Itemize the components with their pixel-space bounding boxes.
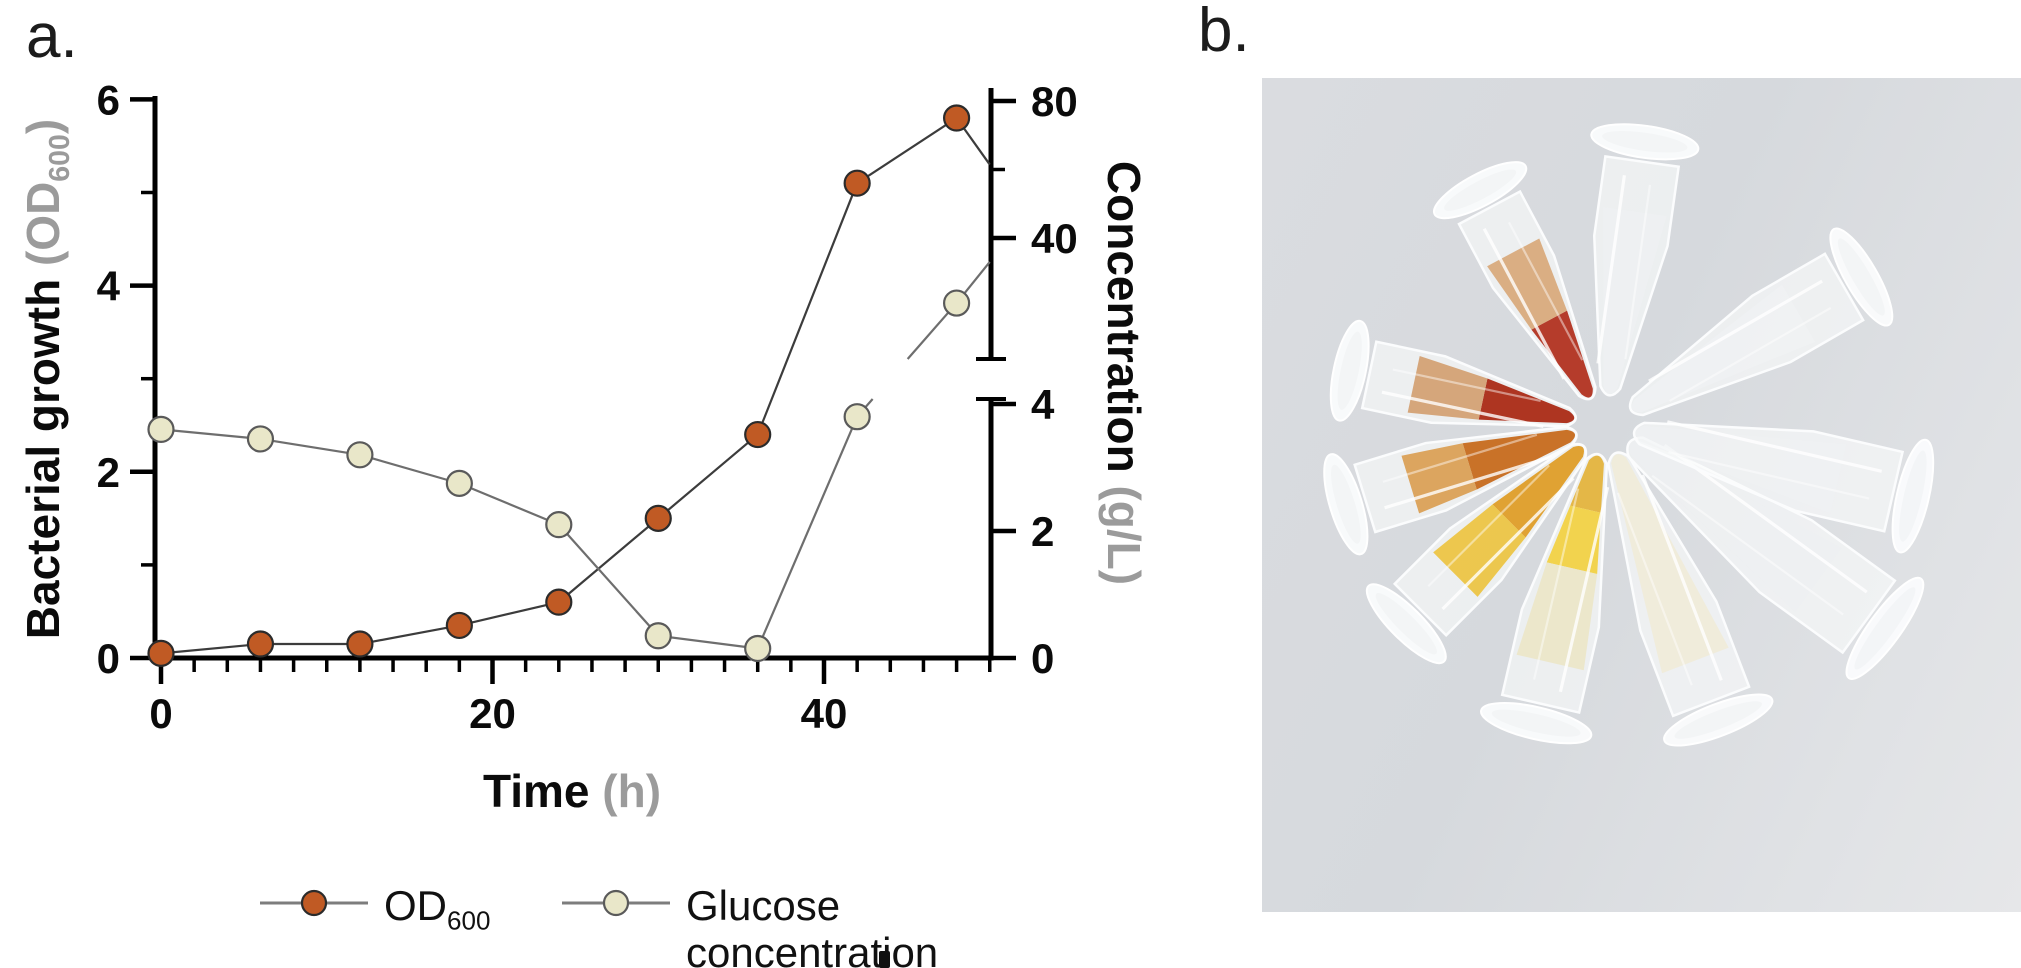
svg-text:0: 0 [1031,635,1054,682]
x-axis-title: Time (h) [372,764,772,817]
tube-red-left [1329,319,1577,429]
tube-yellow-bottom [1480,452,1610,745]
tick-labels: 0 2 4 6 0 20 40 0 2 4 40 80 [97,76,1078,737]
glucose-concentration-markers [147,289,971,663]
panel-b-label: b. [1198,0,1250,65]
tube-amber-bottom-left [1365,442,1588,665]
svg-text:2: 2 [97,449,120,496]
tube-clear-upper-right [1628,227,1894,417]
glucose-concentration-line [160,261,991,650]
svg-text:40: 40 [801,690,848,737]
tubes-illustration [1323,123,1935,747]
tube-clear-right [1632,420,1935,554]
od600-marker-icon [260,889,368,917]
svg-text:4: 4 [1031,381,1055,428]
y-left-title-unit: (OD600) [17,118,77,267]
y-axis-left-title: Bacterial growth (OD600) [16,79,77,679]
y-axis-right-title: Concentration (g/L) [1098,73,1151,673]
od600-line [160,117,991,655]
legend-item-glucose: Glucose concentration [560,882,938,968]
svg-text:0: 0 [97,635,120,682]
legend-item-od600: OD600 [258,882,490,936]
x-title-unit: (h) [602,765,662,817]
svg-text:80: 80 [1031,78,1078,125]
legend-glucose-label: Glucose concentration [686,882,939,968]
y-left-title-text: Bacterial growth [17,278,69,640]
tube-clear-top [1590,123,1700,397]
svg-text:0: 0 [149,690,172,737]
tube-orange-lower-left [1323,425,1578,556]
tubes-photo [1262,78,2021,912]
glucose-marker-icon [562,889,670,917]
tube-orange-red-upper-left [1433,161,1597,401]
svg-text:20: 20 [469,690,516,737]
axes [152,88,994,661]
svg-text:6: 6 [97,76,120,123]
y-right-title-text: Concentration [1098,160,1150,473]
svg-text:2: 2 [1031,508,1054,555]
y-right-title-unit: (g/L) [1098,485,1150,586]
cropped-glyph-artifact [879,951,890,968]
legend-od600-label: OD600 [384,882,491,936]
svg-text:4: 4 [97,263,121,310]
axis-break-caps [976,357,1006,401]
svg-text:40: 40 [1031,215,1078,262]
x-title-text: Time [482,765,590,817]
ticks [130,97,1016,684]
od600-markers [147,104,971,667]
panel-a-label: a. [26,2,78,71]
